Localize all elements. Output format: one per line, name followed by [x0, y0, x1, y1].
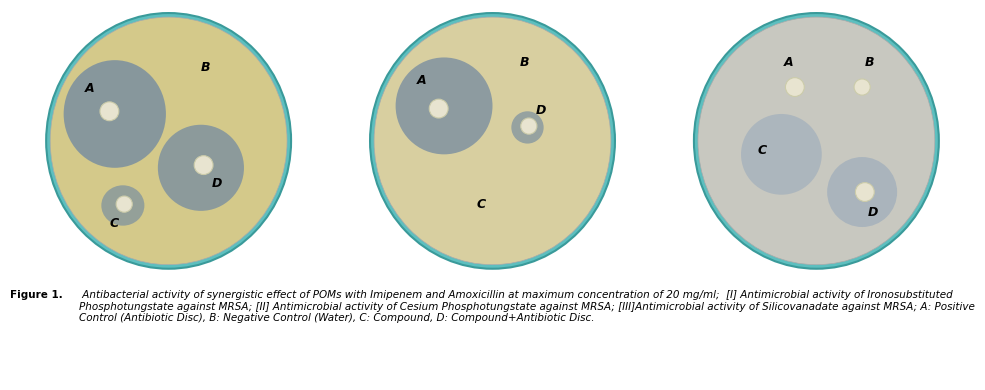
Ellipse shape: [194, 156, 213, 175]
Ellipse shape: [854, 79, 870, 95]
Text: Figure 1.: Figure 1.: [10, 290, 63, 300]
Ellipse shape: [101, 185, 145, 226]
Text: II: II: [371, 30, 383, 48]
Ellipse shape: [158, 125, 244, 211]
Text: A: A: [417, 74, 427, 87]
Ellipse shape: [521, 118, 537, 134]
Ellipse shape: [693, 13, 939, 269]
Text: C: C: [109, 217, 118, 230]
Text: I: I: [47, 30, 53, 48]
Text: III: III: [695, 30, 714, 48]
Text: D: D: [212, 177, 222, 190]
Ellipse shape: [741, 114, 821, 195]
Ellipse shape: [827, 157, 897, 227]
Text: A: A: [784, 55, 794, 69]
Text: D: D: [868, 206, 878, 219]
Text: C: C: [757, 144, 766, 157]
Ellipse shape: [374, 17, 611, 265]
Text: B: B: [201, 61, 211, 74]
Ellipse shape: [429, 99, 448, 118]
Ellipse shape: [370, 13, 615, 269]
Ellipse shape: [785, 78, 805, 96]
Text: A: A: [85, 82, 95, 96]
Ellipse shape: [64, 60, 165, 168]
Ellipse shape: [46, 13, 292, 269]
Text: D: D: [536, 104, 546, 117]
Ellipse shape: [855, 183, 875, 202]
Text: B: B: [865, 55, 875, 69]
Ellipse shape: [396, 57, 492, 154]
Ellipse shape: [511, 111, 544, 144]
Text: Antibacterial activity of synergistic effect of POMs with Imipenem and Amoxicill: Antibacterial activity of synergistic ef…: [80, 290, 975, 323]
Text: C: C: [477, 198, 486, 211]
Text: B: B: [519, 55, 529, 69]
Ellipse shape: [100, 102, 119, 121]
Ellipse shape: [50, 17, 287, 265]
Ellipse shape: [116, 196, 132, 212]
Ellipse shape: [698, 17, 935, 265]
